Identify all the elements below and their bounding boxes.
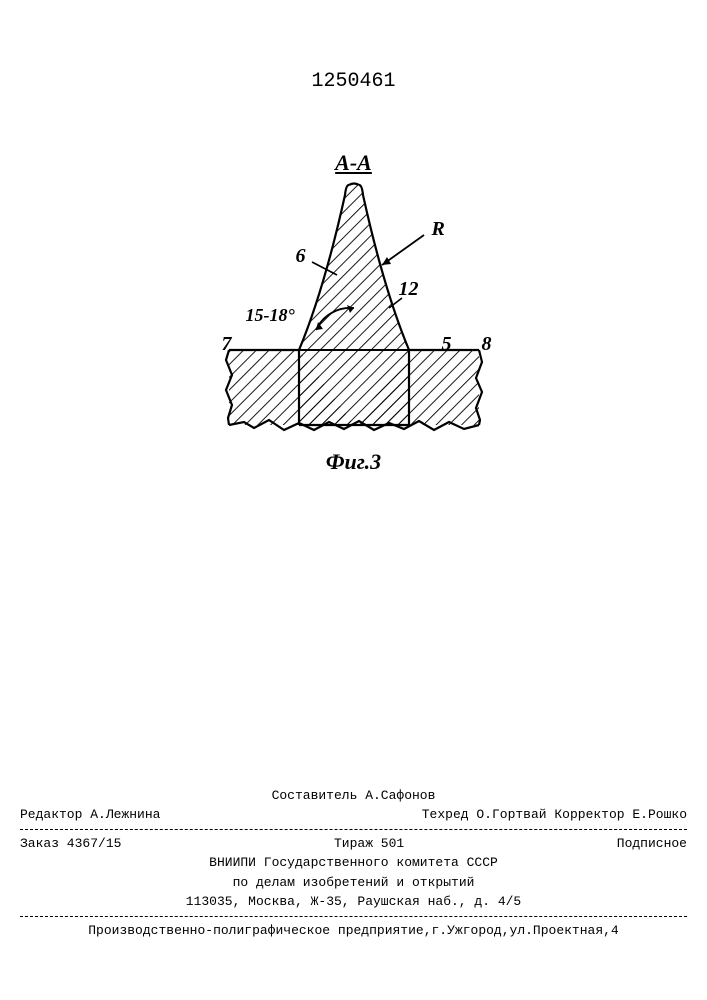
footer-org1: ВНИИПИ Государственного комитета СССР [20, 853, 687, 873]
divider [20, 829, 687, 830]
footer-editor: Редактор А.Лежнина [20, 805, 160, 825]
callout-5: 5 [442, 333, 452, 356]
footer-tech: Техред О.Гортвай Корректор Е.Рошко [422, 805, 687, 825]
footer-block: Составитель А.Сафонов Редактор А.Лежнина… [20, 786, 687, 941]
divider [20, 916, 687, 917]
footer-order: Заказ 4367/15 [20, 834, 121, 854]
callout-8: 8 [482, 333, 492, 356]
footer-circulation: Тираж 501 [334, 834, 404, 854]
callout-6: 6 [296, 245, 306, 268]
footer-subscription: Подписное [617, 834, 687, 854]
footer-printer: Производственно-полиграфическое предприя… [20, 921, 687, 941]
callout-angle: 15-18° [246, 305, 295, 326]
figure-3: А-А [184, 150, 524, 470]
page-number: 1250461 [311, 70, 395, 93]
callout-12: 12 [399, 278, 419, 301]
callout-R: R [432, 218, 445, 241]
footer-org2: по делам изобретений и открытий [20, 873, 687, 893]
figure-caption: Фиг.3 [326, 449, 381, 475]
footer-address1: 113035, Москва, Ж-35, Раушская наб., д. … [20, 892, 687, 912]
callout-7: 7 [222, 333, 232, 356]
diagram-svg [184, 180, 524, 460]
section-label: А-А [335, 150, 372, 176]
footer-compiler: Составитель А.Сафонов [20, 786, 687, 806]
